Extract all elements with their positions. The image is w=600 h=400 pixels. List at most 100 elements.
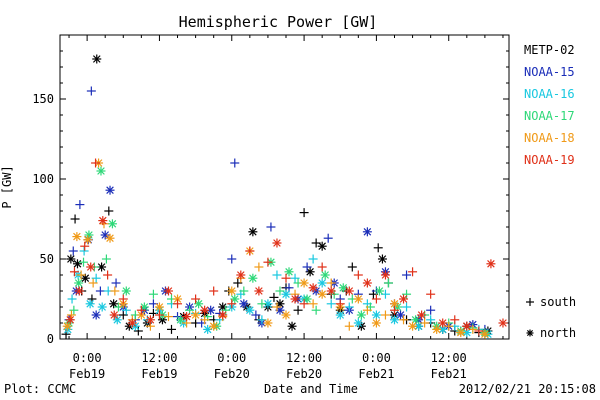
data-point	[251, 310, 261, 320]
data-point	[362, 278, 372, 288]
data-point	[399, 294, 409, 304]
data-point	[85, 299, 95, 309]
data-point	[377, 254, 387, 264]
x-tick-date: Feb21	[431, 367, 467, 381]
data-point	[402, 270, 412, 280]
data-point	[79, 246, 89, 256]
data-point	[317, 289, 327, 299]
data-point	[389, 315, 399, 325]
data-point	[105, 233, 115, 243]
data-point	[236, 270, 246, 280]
data-point	[305, 267, 315, 277]
x-tick-time: 0:00	[362, 351, 391, 365]
x-tick-date: Feb20	[286, 367, 322, 381]
data-point	[74, 278, 84, 288]
marker-legend-label: north	[540, 326, 576, 340]
data-point	[83, 235, 93, 245]
data-point	[248, 273, 258, 283]
data-point	[67, 294, 77, 304]
data-point	[374, 286, 384, 296]
data-point	[66, 254, 76, 264]
data-point	[356, 310, 366, 320]
series-noaa-16	[63, 246, 493, 339]
data-point	[91, 273, 101, 283]
data-point	[72, 259, 82, 269]
y-tick-label: 100	[32, 172, 54, 186]
data-point	[96, 166, 106, 176]
data-point	[266, 222, 276, 232]
data-point	[209, 321, 219, 331]
y-axis: 0 50 100 150	[32, 50, 509, 346]
data-point	[79, 257, 89, 267]
data-point	[76, 270, 86, 280]
x-tick-date: Feb19	[69, 367, 105, 381]
x-tick-date: Feb21	[358, 367, 394, 381]
data-point	[227, 254, 237, 264]
data-point	[136, 305, 146, 315]
x-tick-date: Feb20	[214, 367, 250, 381]
data-point	[98, 216, 108, 226]
marker-legend-label: south	[540, 295, 576, 309]
data-point	[293, 305, 303, 315]
data-point	[91, 158, 101, 168]
data-point	[233, 278, 243, 288]
data-point	[136, 310, 146, 320]
data-point	[380, 310, 390, 320]
data-point	[311, 305, 321, 315]
data-point	[389, 305, 399, 315]
data-point	[317, 241, 327, 251]
data-point	[275, 286, 285, 296]
data-point	[105, 185, 115, 195]
data-point	[399, 315, 409, 325]
data-point	[383, 278, 393, 288]
data-point	[254, 286, 264, 296]
y-tick-label: 50	[40, 252, 54, 266]
x-tick-time: 0:00	[73, 351, 102, 365]
data-point	[432, 324, 442, 334]
data-point	[206, 305, 216, 315]
data-point	[396, 310, 406, 320]
data-point	[380, 270, 390, 280]
data-point	[148, 289, 158, 299]
data-point	[498, 318, 508, 328]
data-point	[173, 299, 183, 309]
data-point	[263, 318, 273, 328]
data-point	[104, 206, 114, 216]
data-point	[200, 305, 210, 315]
data-point	[113, 302, 123, 312]
x-tick-date: Feb19	[141, 367, 177, 381]
data-point	[426, 289, 436, 299]
data-point	[474, 326, 484, 336]
data-point	[154, 302, 164, 312]
data-point	[72, 232, 82, 242]
data-point	[438, 324, 448, 334]
data-point	[112, 315, 122, 325]
data-point	[269, 292, 279, 302]
data-point	[191, 310, 201, 320]
data-point	[88, 278, 98, 288]
data-point	[118, 294, 128, 304]
data-point	[70, 214, 80, 224]
data-point	[299, 299, 309, 309]
data-point	[121, 286, 131, 296]
data-point	[227, 286, 237, 296]
data-point	[118, 310, 128, 320]
data-point	[272, 238, 282, 248]
data-point	[74, 286, 84, 296]
data-point	[344, 286, 354, 296]
x-tick-time: 12:00	[141, 351, 177, 365]
data-point	[486, 259, 496, 269]
data-point	[326, 278, 336, 288]
data-point	[133, 326, 143, 336]
data-point	[362, 305, 372, 315]
data-point	[110, 286, 120, 296]
data-point	[371, 294, 381, 304]
data-point	[127, 318, 137, 328]
legend-entry: NOAA-18	[524, 131, 575, 145]
data-point	[163, 286, 173, 296]
data-point	[326, 299, 336, 309]
plot-frame	[59, 34, 510, 340]
data-point	[371, 318, 381, 328]
legend-entry: METP-02	[524, 43, 575, 57]
data-point	[438, 318, 448, 328]
